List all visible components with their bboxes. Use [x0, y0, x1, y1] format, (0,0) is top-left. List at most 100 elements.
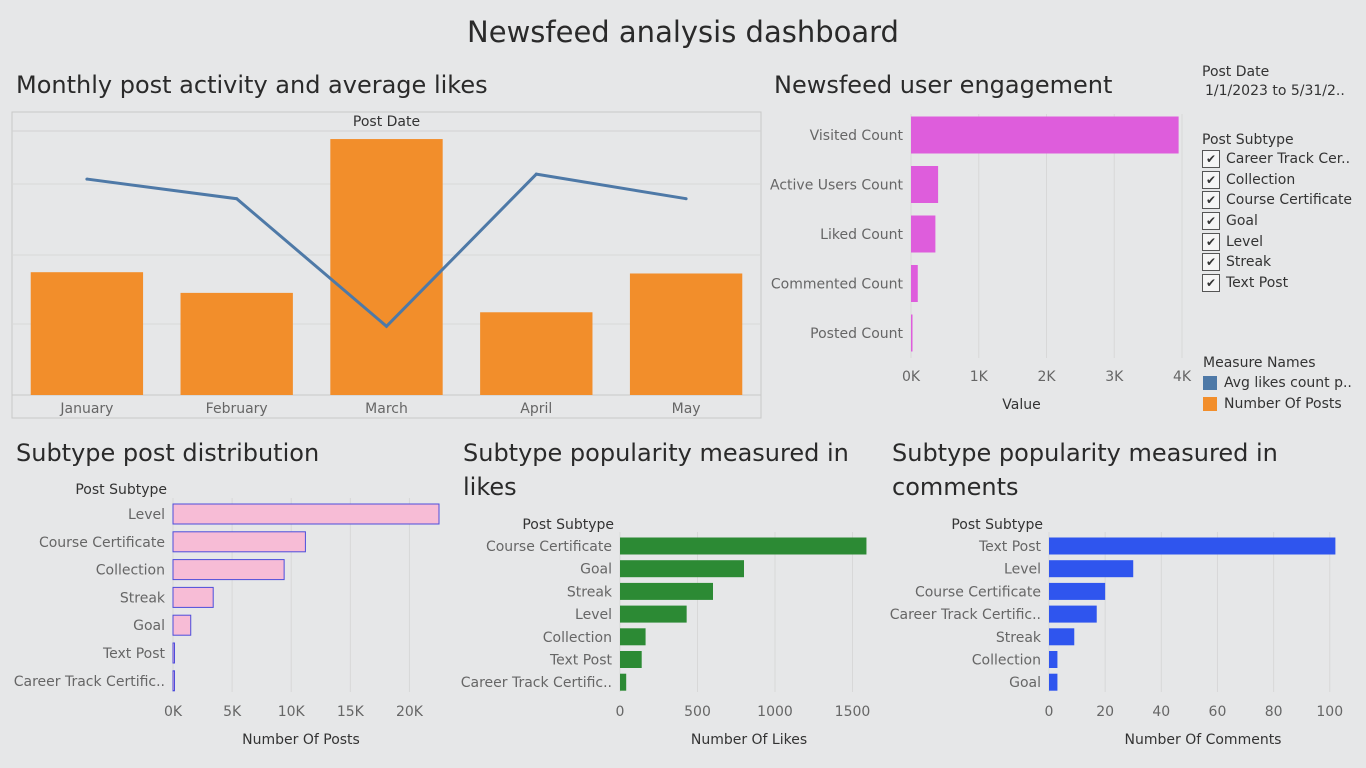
- checkbox-icon[interactable]: ✔: [1202, 273, 1220, 292]
- monthly-chart[interactable]: Post Date January February March April May: [0, 100, 770, 430]
- likes-chart[interactable]: 0 500 1000 1500 Number Of Likes Post Subtype C…: [450, 470, 890, 768]
- category-label: Course Certificate: [915, 584, 1041, 600]
- bar-collection[interactable]: [172, 559, 285, 581]
- subtype-filter-item[interactable]: ✔ Career Track Cer..: [1202, 149, 1352, 170]
- x-axis-title: Number Of Comments: [1125, 732, 1282, 748]
- subtype-filter-item[interactable]: ✔ Level: [1202, 231, 1352, 252]
- bar-level[interactable]: [1049, 560, 1134, 578]
- engagement-chart[interactable]: 0K 1K 2K 3K 4K Value Visited Count Active Users…: [760, 100, 1200, 430]
- checkbox-icon[interactable]: ✔: [1202, 253, 1220, 272]
- bar-text-post[interactable]: [620, 651, 642, 668]
- category-label: Collection: [543, 630, 612, 646]
- subtype-filter-label: Level: [1226, 233, 1263, 250]
- bar-liked-count[interactable]: [911, 215, 936, 253]
- posts-chart[interactable]: 0K 5K 10K 15K 20K Number Of Posts Post Subtype…: [0, 470, 450, 768]
- bar-posted-count[interactable]: [911, 314, 913, 352]
- subtype-filter-item[interactable]: ✔ Collection: [1202, 170, 1352, 191]
- column-header: Post Date: [353, 114, 420, 130]
- bar-posts-april[interactable]: [480, 312, 593, 395]
- checkbox-icon[interactable]: ✔: [1202, 212, 1220, 231]
- category-label: Goal: [1009, 675, 1041, 691]
- bar-level[interactable]: [172, 503, 440, 525]
- bar-course-certificate[interactable]: [172, 531, 306, 553]
- subtype-filter-item[interactable]: ✔ Streak: [1202, 252, 1352, 273]
- x-tick-label: February: [206, 401, 268, 417]
- bar-posts-may[interactable]: [629, 273, 743, 395]
- bar-career-track-certific[interactable]: [620, 673, 627, 691]
- checkbox-icon[interactable]: ✔: [1202, 232, 1220, 251]
- x-tick-label: 500: [684, 704, 711, 720]
- bar-streak[interactable]: [620, 582, 713, 600]
- bar-posts-february[interactable]: [180, 292, 293, 395]
- x-tick-label: 15K: [337, 704, 365, 720]
- bar-collection[interactable]: [620, 628, 646, 646]
- bar-visited-count[interactable]: [911, 116, 1179, 154]
- x-tick-label: 3K: [1105, 369, 1124, 385]
- x-tick-label: January: [59, 401, 113, 417]
- x-tick-label: 80: [1265, 704, 1283, 720]
- bar-goal[interactable]: [172, 614, 192, 636]
- x-tick-label: 1000: [757, 704, 793, 720]
- bar-active-users-count[interactable]: [911, 166, 939, 203]
- avg-likes-point[interactable]: [534, 172, 538, 176]
- x-tick-label: 0: [1045, 704, 1054, 720]
- bar-streak[interactable]: [172, 586, 214, 608]
- measure-names-legend: Measure Names Avg likes count p.. Number …: [1203, 355, 1352, 414]
- bar-career-track-certific[interactable]: [172, 670, 175, 692]
- post-date-filter[interactable]: Post Date 1/1/2023 to 5/31/2..: [1202, 64, 1345, 99]
- avg-likes-point[interactable]: [385, 324, 388, 328]
- category-label: Liked Count: [820, 227, 903, 243]
- x-tick-label: 1K: [970, 369, 989, 385]
- dashboard-title: Newsfeed analysis dashboard: [467, 15, 899, 49]
- post-date-range[interactable]: 1/1/2023 to 5/31/2..: [1205, 83, 1345, 99]
- subtype-filter-label: Streak: [1226, 254, 1272, 271]
- post-subtype-filter-title: Post Subtype: [1202, 132, 1294, 148]
- bar-posts-march[interactable]: [330, 139, 443, 395]
- monthly-chart-title: Monthly post activity and average likes: [16, 71, 488, 99]
- likes-chart-title: Subtype popularity measured in likes: [463, 439, 849, 501]
- category-label: Level: [1004, 562, 1041, 578]
- x-tick-label: 4K: [1173, 369, 1192, 385]
- comments-chart[interactable]: 0 20 40 60 80 100 Number Of Comments Post Subty…: [880, 470, 1366, 768]
- x-tick-label: 10K: [278, 704, 306, 720]
- subtype-filter-item[interactable]: ✔ Goal: [1202, 211, 1352, 232]
- bar-text-post[interactable]: [1049, 537, 1336, 555]
- bar-posts-january[interactable]: [30, 272, 144, 395]
- avg-likes-point[interactable]: [684, 197, 688, 201]
- category-label: Streak: [567, 584, 613, 600]
- bar-text-post[interactable]: [172, 642, 175, 664]
- x-axis-title: Number Of Posts: [242, 732, 360, 748]
- bar-level[interactable]: [620, 605, 687, 623]
- bar-career-track-certific[interactable]: [1049, 605, 1097, 623]
- legend-label: Avg likes count p..: [1224, 374, 1352, 391]
- bar-commented-count[interactable]: [911, 265, 918, 302]
- category-label: Text Post: [549, 653, 613, 669]
- bar-streak[interactable]: [1049, 628, 1075, 646]
- checkbox-icon[interactable]: ✔: [1202, 191, 1220, 210]
- category-label: Goal: [580, 562, 612, 578]
- x-tick-label: 20K: [396, 704, 424, 720]
- subtype-filter-item[interactable]: ✔ Text Post: [1202, 273, 1352, 294]
- bar-course-certificate[interactable]: [1049, 582, 1106, 600]
- x-axis-title: Value: [1002, 397, 1040, 413]
- bar-goal[interactable]: [620, 560, 744, 578]
- subtype-filter-item[interactable]: ✔ Course Certificate: [1202, 190, 1352, 211]
- avg-likes-point[interactable]: [85, 177, 89, 181]
- legend-item[interactable]: Number Of Posts: [1203, 393, 1352, 414]
- legend-swatch: [1203, 375, 1217, 390]
- avg-likes-point[interactable]: [235, 197, 239, 201]
- checkbox-icon[interactable]: ✔: [1202, 150, 1220, 169]
- post-subtype-filter: Post Subtype ✔ Career Track Cer.. ✔ Collect…: [1202, 132, 1352, 293]
- legend-item[interactable]: Avg likes count p..: [1203, 372, 1352, 393]
- category-label: Streak: [120, 590, 166, 606]
- bar-goal[interactable]: [1049, 673, 1058, 691]
- checkbox-icon[interactable]: ✔: [1202, 170, 1220, 189]
- engagement-chart-title: Newsfeed user engagement: [774, 71, 1113, 99]
- bar-course-certificate[interactable]: [620, 537, 867, 555]
- plot-frame: [11, 111, 762, 419]
- category-label: Course Certificate: [39, 535, 165, 551]
- x-tick-label: 5K: [223, 704, 242, 720]
- bar-collection[interactable]: [1049, 651, 1058, 668]
- legend-swatch: [1203, 396, 1217, 411]
- category-label: Streak: [996, 630, 1042, 646]
